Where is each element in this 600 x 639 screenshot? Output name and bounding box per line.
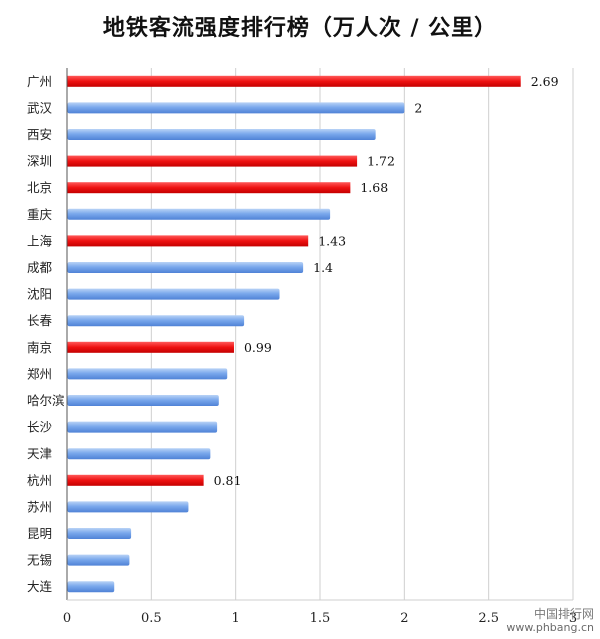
watermark-title: 中国排行网 bbox=[533, 607, 594, 621]
data-label: 1.4 bbox=[313, 260, 333, 275]
bar-沈阳 bbox=[67, 288, 280, 300]
x-tick-label: 2 bbox=[400, 611, 408, 626]
bar-无锡 bbox=[67, 554, 130, 566]
bar-成都 bbox=[67, 262, 304, 273]
data-label: 0.99 bbox=[244, 340, 272, 355]
category-label: 深圳 bbox=[27, 154, 52, 169]
category-label: 长沙 bbox=[27, 420, 53, 435]
category-label: 北京 bbox=[27, 180, 52, 195]
bar-南京 bbox=[67, 341, 234, 353]
category-label: 哈尔滨 bbox=[27, 393, 65, 408]
bar-大连 bbox=[67, 581, 115, 593]
category-label: 长春 bbox=[27, 313, 53, 328]
category-label: 南京 bbox=[27, 340, 52, 355]
x-tick-label: 1.5 bbox=[310, 611, 331, 626]
bar-杭州 bbox=[67, 474, 204, 486]
category-label: 天津 bbox=[27, 446, 52, 461]
category-label: 苏州 bbox=[27, 499, 52, 514]
bar-昆明 bbox=[67, 528, 132, 539]
x-tick-label: 1 bbox=[232, 611, 240, 626]
data-label: 2.69 bbox=[531, 74, 559, 89]
bar-重庆 bbox=[67, 208, 331, 220]
category-label: 昆明 bbox=[27, 526, 52, 541]
category-label: 大连 bbox=[27, 579, 53, 594]
bar-长沙 bbox=[67, 421, 218, 433]
bar-深圳 bbox=[67, 155, 358, 167]
category-label: 郑州 bbox=[27, 366, 52, 381]
bar-西安 bbox=[67, 129, 376, 140]
category-label: 西安 bbox=[27, 127, 52, 142]
bar-天津 bbox=[67, 448, 211, 460]
data-label: 1.68 bbox=[360, 180, 388, 195]
bars bbox=[67, 75, 521, 593]
category-label: 武汉 bbox=[27, 100, 53, 115]
bar-上海 bbox=[67, 235, 309, 247]
data-label: 1.43 bbox=[318, 233, 346, 248]
category-label: 重庆 bbox=[27, 207, 53, 222]
bar-苏州 bbox=[67, 501, 189, 513]
chart-title: 地铁客流强度排行榜（万人次 / 公里） bbox=[102, 16, 498, 41]
bar-武汉 bbox=[67, 102, 405, 114]
x-tick-label: 0.5 bbox=[141, 611, 162, 626]
bar-哈尔滨 bbox=[67, 395, 219, 406]
bar-长春 bbox=[67, 315, 245, 327]
x-tick-label: 0 bbox=[63, 611, 71, 626]
category-label: 广州 bbox=[27, 74, 52, 89]
category-label: 沈阳 bbox=[27, 287, 52, 302]
watermark: 中国排行网 www.phbang.cn bbox=[506, 607, 594, 635]
bar-北京 bbox=[67, 182, 351, 194]
data-label: 0.81 bbox=[214, 473, 242, 488]
category-label: 上海 bbox=[27, 233, 53, 248]
data-label: 2 bbox=[414, 100, 422, 115]
category-label: 无锡 bbox=[27, 553, 52, 568]
x-tick-label: 2.5 bbox=[478, 611, 499, 626]
category-label: 杭州 bbox=[27, 473, 52, 488]
watermark-url: www.phbang.cn bbox=[506, 621, 594, 634]
bar-广州 bbox=[67, 75, 521, 87]
category-label: 成都 bbox=[27, 260, 53, 275]
x-tick-label: 3 bbox=[569, 611, 577, 626]
bar-郑州 bbox=[67, 368, 228, 380]
data-label: 1.72 bbox=[367, 154, 395, 169]
gridlines bbox=[66, 68, 574, 601]
